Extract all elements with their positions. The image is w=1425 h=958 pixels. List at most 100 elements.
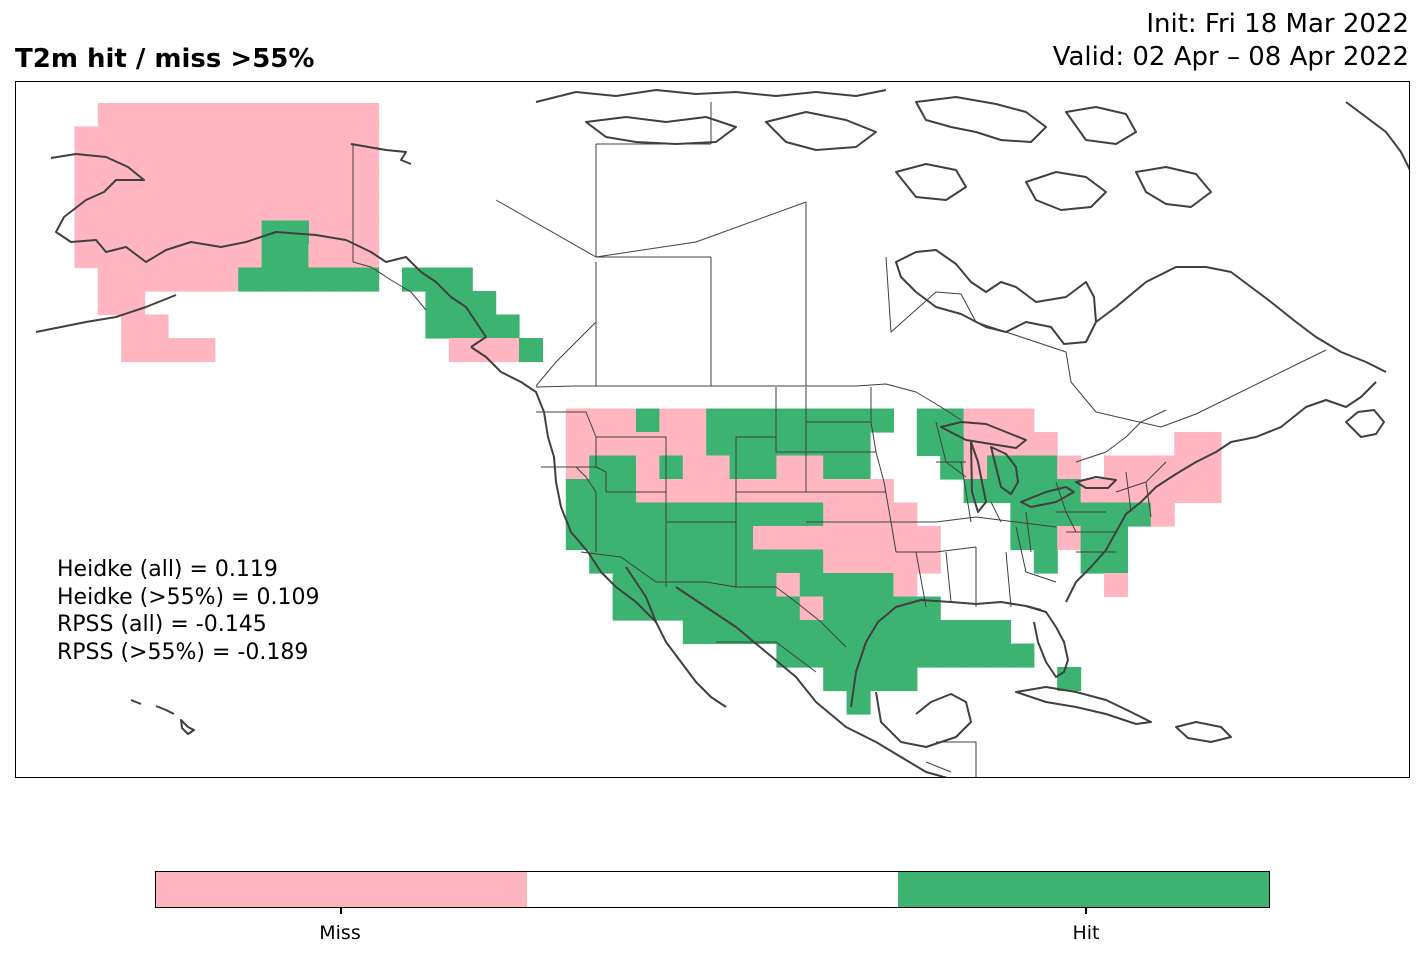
heidke-all: Heidke (all) = 0.119 [57, 557, 278, 582]
miss-cell [74, 173, 99, 198]
miss-cell [214, 126, 239, 151]
border-path [1015, 526, 1057, 583]
miss-cell [893, 573, 918, 598]
miss-cell [285, 150, 309, 175]
miss-cell [214, 197, 239, 222]
border-path [1025, 511, 1032, 553]
coastline-path [850, 599, 1042, 708]
miss-cell [74, 244, 99, 269]
hit-cell [963, 620, 988, 645]
hit-cell [425, 291, 450, 316]
coastline-path [470, 346, 657, 623]
miss-cell [565, 432, 590, 457]
miss-cell [1104, 573, 1128, 598]
hit-cell [729, 455, 754, 480]
miss-cell [823, 549, 848, 574]
miss-cell [1174, 479, 1199, 504]
valid-period: Valid: 02 Apr – 08 Apr 2022 [1052, 42, 1409, 72]
hit-cell [706, 596, 731, 621]
border-path [936, 741, 977, 777]
miss-cell [706, 479, 731, 504]
miss-cell [168, 103, 192, 128]
hit-cell [753, 549, 777, 574]
miss-cell [74, 126, 99, 151]
hit-cell [706, 549, 731, 574]
hit-cell [1080, 549, 1105, 574]
hit-cell [706, 502, 731, 527]
miss-cell [1150, 502, 1175, 527]
coastline-path [1065, 381, 1377, 603]
miss-cell [659, 408, 684, 433]
map-title: T2m hit / miss >55% [15, 44, 315, 74]
miss-cell [261, 103, 286, 128]
hit-cell [823, 573, 848, 598]
miss-cell [191, 173, 216, 198]
hit-cell [636, 573, 660, 598]
hit-cell [893, 667, 918, 692]
miss-cell [823, 479, 848, 504]
title-dates: Init: Fri 18 Mar 2022 Valid: 02 Apr – 08… [1053, 8, 1409, 74]
hit-cell [659, 573, 684, 598]
coastline-path [585, 116, 737, 145]
miss-cell [729, 479, 754, 504]
miss-cell [870, 502, 894, 527]
miss-cell [1104, 479, 1128, 504]
hit-cell [331, 267, 356, 292]
miss-cell [285, 126, 309, 151]
miss-cell [285, 197, 309, 222]
coastline-path [875, 691, 972, 748]
miss-cell [308, 173, 333, 198]
hit-cell [659, 502, 684, 527]
miss-cell [1127, 479, 1152, 504]
hit-cell [870, 408, 894, 433]
hit-cell [729, 573, 754, 598]
miss-cell [659, 479, 684, 504]
hit-cell [238, 267, 263, 292]
hit-cell [893, 596, 918, 621]
miss-cell [331, 126, 356, 151]
rpss-all: RPSS (all) = -0.145 [57, 612, 267, 637]
miss-cell [214, 173, 239, 198]
miss-cell [191, 150, 216, 175]
init-date: Init: Fri 18 Mar 2022 [1146, 9, 1409, 39]
miss-cell [612, 432, 637, 457]
hit-cell [776, 408, 801, 433]
miss-cell [121, 197, 146, 222]
hit-cell [753, 502, 777, 527]
miss-cell [870, 526, 894, 551]
colorbar-tick-hit [1085, 908, 1087, 914]
coastline-path [1345, 101, 1409, 171]
hit-cell [472, 291, 497, 316]
miss-cell [308, 244, 333, 269]
rpss-55: RPSS (>55%) = -0.189 [57, 639, 309, 665]
coastline-path [1075, 476, 1117, 489]
miss-cell [799, 526, 824, 551]
miss-cell [331, 197, 356, 222]
miss-cell [144, 314, 169, 339]
miss-cell [1033, 432, 1058, 457]
miss-cell [331, 173, 356, 198]
miss-cell [706, 455, 731, 480]
miss-cell [331, 220, 356, 245]
miss-cell [355, 150, 380, 175]
miss-cell [168, 126, 192, 151]
heidke-55: Heidke (>55%) = 0.109 [57, 584, 320, 610]
miss-cell [168, 267, 192, 292]
miss-cell [963, 432, 988, 457]
miss-cell [97, 267, 122, 292]
hit-cell [682, 526, 707, 551]
border-path [990, 501, 1002, 523]
hit-cell [1080, 502, 1105, 527]
hit-cell [612, 479, 637, 504]
coastline-path [1345, 409, 1385, 438]
hit-cell [940, 455, 965, 480]
miss-cell [285, 173, 309, 198]
miss-cell [191, 197, 216, 222]
miss-cell [121, 103, 146, 128]
hit-cell [776, 549, 801, 574]
hit-cell [729, 526, 754, 551]
hit-cell [846, 455, 871, 480]
miss-cell [168, 197, 192, 222]
hit-cell [682, 502, 707, 527]
hit-cell [1080, 526, 1105, 551]
